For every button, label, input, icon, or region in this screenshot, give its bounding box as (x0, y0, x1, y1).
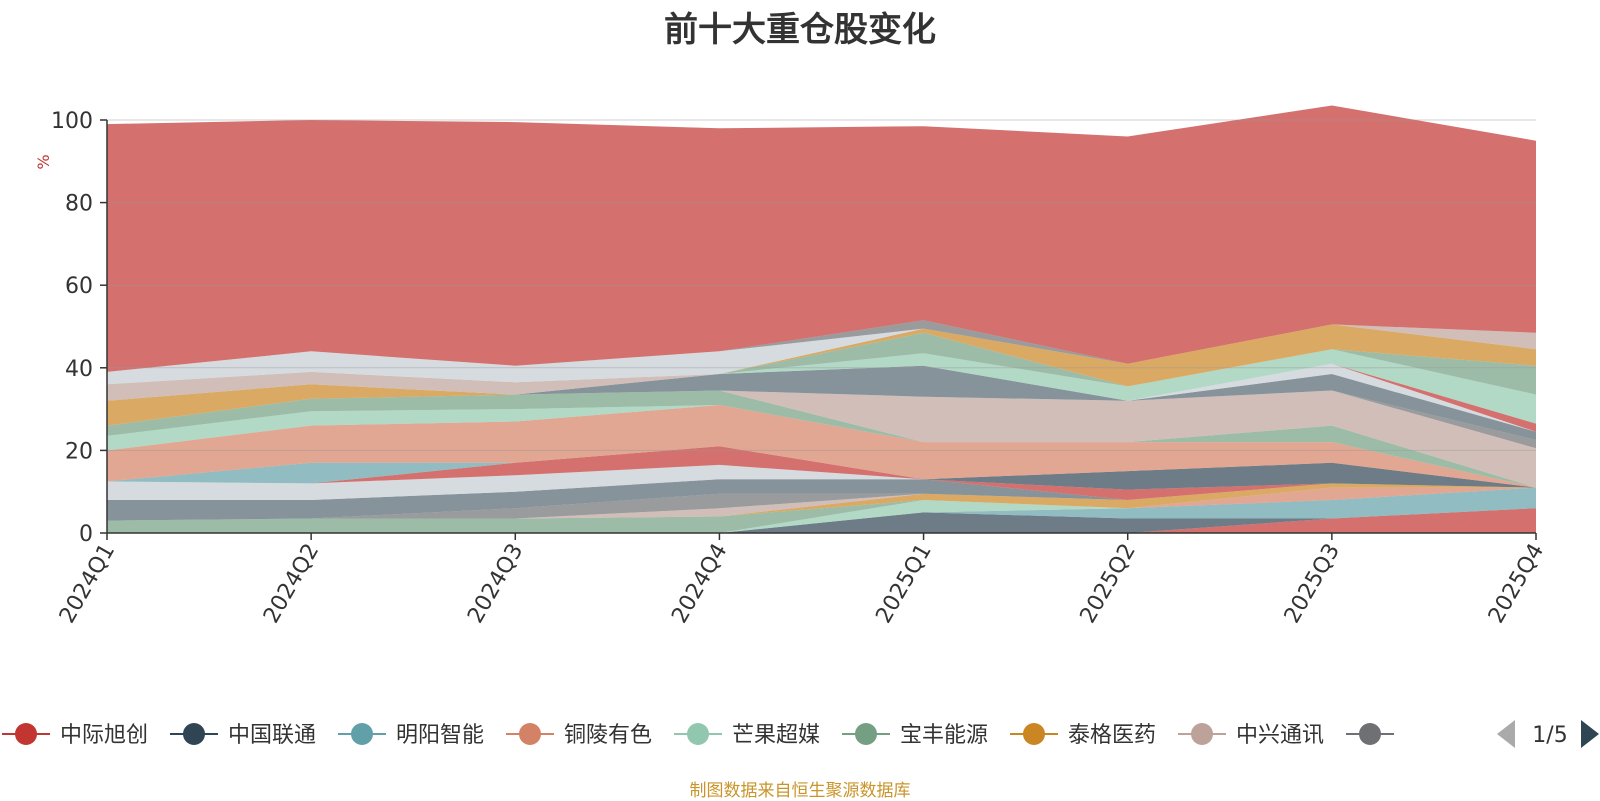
legend-marker (1191, 723, 1213, 745)
legend-marker (1023, 723, 1045, 745)
area-series-16 (107, 390, 1536, 488)
area-series-18 (107, 384, 1536, 488)
area-series-12 (107, 446, 1536, 490)
legend-prev-page-icon[interactable] (1497, 720, 1515, 748)
data-source-note: 制图数据来自恒生聚源数据库 (689, 781, 911, 801)
legend-item[interactable] (1346, 723, 1394, 745)
x-tick-label: 2025Q1 (871, 540, 936, 628)
x-tick-label: 2024Q2 (259, 540, 324, 628)
area-series-8 (107, 483, 1536, 521)
legend-marker (183, 723, 205, 745)
area-series-29 (107, 105, 1536, 372)
area-series-7 (107, 483, 1536, 521)
area-series-26 (107, 324, 1536, 401)
area-layer (107, 105, 1536, 533)
area-series-14 (107, 405, 1536, 488)
legend-page-indicator: 1/5 (1532, 723, 1567, 748)
x-tick-label: 2025Q2 (1076, 540, 1141, 628)
legend-marker (519, 723, 541, 745)
legend-marker (1359, 723, 1381, 745)
x-tick-label: 2024Q1 (55, 540, 120, 628)
legend-item[interactable]: 宝丰能源 (842, 723, 988, 748)
area-series-9 (107, 479, 1536, 521)
legend-marker (351, 723, 373, 745)
legend: 中际旭创 中国联通 明阳智能 铜陵有色 芒果超媒 宝丰能源 泰格医药 中兴通讯 1/5 (2, 706, 1600, 762)
legend-item[interactable]: 铜陵有色 (506, 723, 652, 748)
legend-item[interactable]: 泰格医药 (1010, 723, 1156, 748)
area-series-6 (107, 483, 1536, 521)
area-series-10 (107, 464, 1536, 500)
legend-item[interactable]: 芒果超媒 (674, 723, 820, 748)
area-series-20 (107, 365, 1536, 441)
legend-label: 中兴通讯 (1236, 723, 1324, 748)
legend-next-page-icon[interactable] (1581, 720, 1599, 748)
y-tick-label: 80 (65, 192, 93, 217)
legend-marker (15, 723, 37, 745)
area-series-25 (107, 324, 1536, 401)
y-tick-label: 20 (65, 439, 93, 464)
legend-label: 中国联通 (228, 723, 316, 748)
legend-item[interactable]: 明阳智能 (338, 723, 484, 748)
area-series-13 (107, 446, 1536, 488)
legend-item[interactable]: 中国联通 (170, 723, 316, 748)
area-series-0 (107, 508, 1536, 533)
y-tick-label: 40 (65, 357, 93, 382)
x-tick-label: 2025Q3 (1280, 540, 1345, 628)
legend-marker (687, 723, 709, 745)
area-series-5 (107, 487, 1536, 533)
area-series-27 (107, 324, 1536, 385)
area-series-17 (107, 384, 1536, 488)
legend-label: 明阳智能 (396, 723, 484, 748)
legend-item[interactable]: 中兴通讯 (1178, 723, 1324, 748)
y-tick-label: 0 (79, 522, 93, 547)
legend-item[interactable]: 中际旭创 (2, 723, 148, 748)
legend-label: 中际旭创 (60, 723, 148, 748)
chart-title: 前十大重仓股变化 (664, 10, 936, 50)
area-series-1 (107, 508, 1536, 533)
legend-pager-bg (1462, 706, 1600, 762)
x-tick-label: 2025Q4 (1484, 540, 1549, 628)
legend-label: 铜陵有色 (564, 723, 652, 748)
area-series-23 (107, 349, 1536, 424)
legend-label: 宝丰能源 (900, 723, 988, 748)
x-tick-label: 2024Q3 (463, 540, 528, 628)
legend-marker (855, 723, 877, 745)
area-series-3 (107, 487, 1536, 533)
legend-label: 芒果超媒 (732, 723, 820, 748)
y-axis-label: % (34, 154, 53, 169)
x-tick-label: 2024Q4 (667, 540, 732, 628)
area-series-2 (107, 487, 1536, 533)
y-tick-label: 100 (51, 109, 93, 134)
legend-label: 泰格医药 (1068, 723, 1156, 748)
y-tick-label: 60 (65, 274, 93, 299)
